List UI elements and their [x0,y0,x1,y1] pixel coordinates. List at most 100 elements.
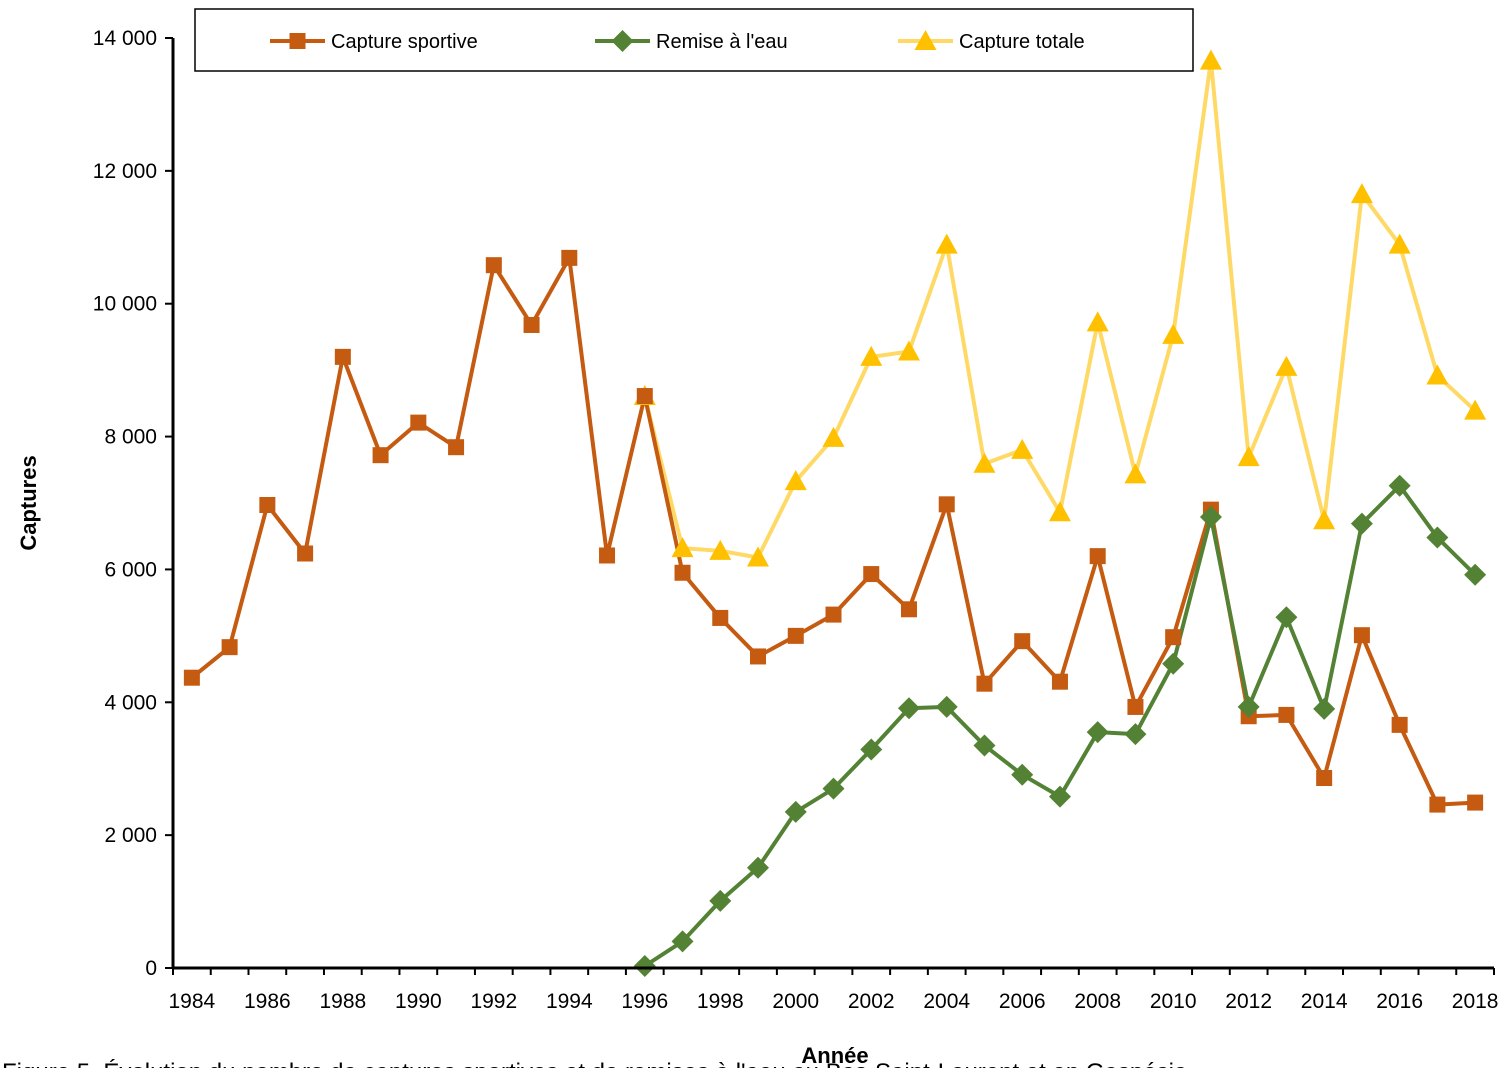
data-point-2 [1313,509,1336,530]
data-point-0 [183,669,200,686]
data-point-1 [1388,474,1411,497]
data-point-1 [747,856,770,879]
data-point-1 [633,955,656,978]
x-ticks: 1984 1986 1988 1990 1992 1994 1996 1998 2000 2002… [169,968,1499,1013]
data-point-0 [1165,629,1182,646]
data-point-2 [1086,311,1109,332]
data-point-2 [860,345,883,366]
data-point-1 [860,738,883,761]
series-line-2 [642,58,1477,560]
data-point-0 [1014,633,1031,650]
data-point-0 [825,606,842,623]
x-tick-label: 2006 [999,990,1046,1013]
x-tick-label: 2014 [1301,990,1348,1013]
data-point-0 [787,627,804,644]
data-point-2 [1199,49,1222,70]
y-tick-label: 4 000 [104,691,157,714]
data-point-2 [1011,438,1034,459]
data-point-2 [935,233,958,254]
y-tick-label: 8 000 [104,426,157,449]
data-point-2 [747,546,770,567]
x-tick-label: 1994 [546,990,593,1013]
data-point-0 [334,348,351,365]
data-point-2 [1464,399,1487,420]
legend-box [194,8,1194,72]
data-point-0 [900,601,917,618]
data-point-1 [1124,723,1147,746]
x-tick-label: 1996 [621,990,668,1013]
data-point-0 [636,388,653,405]
x-tick-label: 2010 [1150,990,1197,1013]
data-point-0 [372,447,389,464]
x-tick-label: 2018 [1452,990,1499,1013]
x-tick-label: 2002 [848,990,895,1013]
data-point-0 [1051,673,1068,690]
x-axis-title: Année [801,1043,868,1068]
data-point-0 [750,648,767,665]
data-point-2 [1237,446,1260,467]
y-tick-label: 10 000 [93,293,157,316]
legend-marker [289,33,306,49]
x-tick-label: 1992 [470,990,517,1013]
y-tick-label: 2 000 [104,824,157,847]
data-point-2 [709,539,732,560]
y-ticks: 0 2 000 4 000 6 000 8 000 10 000 12 000 14 000 [93,27,173,980]
legend-marker [611,30,634,52]
data-point-2 [822,426,845,447]
data-point-0 [485,257,502,274]
data-point-1 [1011,763,1034,786]
data-point-1 [671,930,694,953]
x-tick-label: 1986 [244,990,291,1013]
data-point-0 [561,249,578,266]
x-tick-label: 2000 [772,990,819,1013]
data-point-1 [1275,606,1298,629]
data-point-2 [1350,183,1373,204]
x-tick-label: 2016 [1376,990,1423,1013]
data-point-1 [1237,695,1260,718]
data-point-2 [1388,233,1411,254]
data-point-0 [599,547,616,564]
data-point-2 [671,537,694,558]
data-point-0 [712,609,729,626]
data-point-2 [1426,364,1449,385]
data-point-1 [1162,652,1185,675]
legend-marker [914,30,937,50]
x-tick-label: 2012 [1225,990,1272,1013]
data-point-2 [897,340,920,361]
data-point-1 [784,800,807,823]
data-point-1 [1313,697,1336,720]
data-point-2 [1048,501,1071,522]
axes [171,38,1494,970]
data-point-1 [1199,505,1222,528]
data-point-1 [1350,512,1373,535]
data-point-1 [1086,721,1109,744]
y-tick-label: 14 000 [93,27,157,50]
data-point-1 [1048,785,1071,808]
data-point-0 [1316,770,1333,787]
data-point-1 [709,889,732,912]
data-point-0 [1127,698,1144,715]
x-tick-label: 1998 [697,990,744,1013]
data-point-0 [1467,794,1484,811]
data-point-0 [523,316,540,333]
y-tick-label: 0 [145,957,157,980]
x-tick-label: 1988 [319,990,366,1013]
data-point-0 [976,675,993,692]
series-markers [183,49,1487,978]
series-line-1 [643,483,1477,968]
x-tick-label: 2004 [923,990,970,1013]
data-point-2 [784,470,807,491]
y-tick-label: 6 000 [104,558,157,581]
legend-label: Remise à l'eau [656,31,788,53]
data-point-0 [1391,716,1408,733]
data-point-0 [863,566,880,583]
data-point-1 [973,734,996,757]
data-point-1 [935,695,958,718]
data-point-0 [297,545,314,562]
data-point-2 [1275,355,1298,376]
data-point-0 [448,439,465,456]
data-point-1 [897,697,920,720]
data-point-0 [221,639,238,656]
y-tick-label: 12 000 [93,160,157,183]
